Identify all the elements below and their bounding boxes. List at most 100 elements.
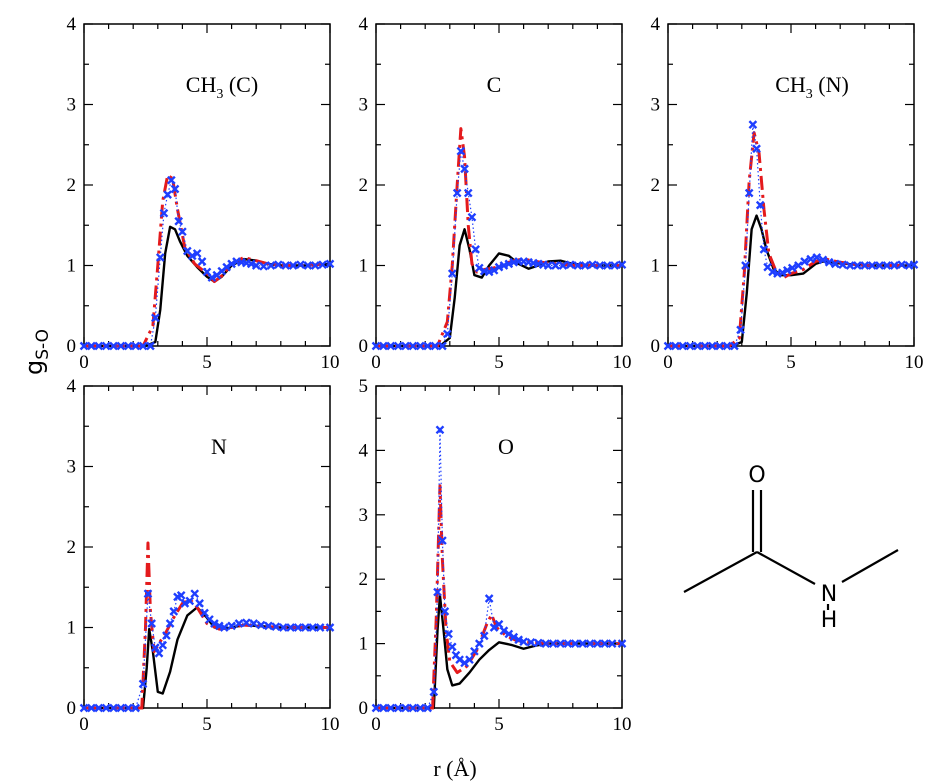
data-marker [158, 640, 168, 650]
data-marker [138, 679, 148, 689]
data-marker [471, 245, 480, 254]
panel-4: 0 5 10 0 1 2 3 4 N [67, 376, 340, 735]
data-marker [519, 637, 528, 647]
data-marker [693, 341, 702, 351]
data-marker [315, 623, 325, 632]
series-line-2 [668, 131, 914, 348]
data-marker [794, 261, 803, 270]
data-marker [433, 587, 442, 597]
data-marker [273, 260, 283, 270]
data-marker [460, 164, 469, 174]
data-marker [541, 639, 551, 648]
data-marker [185, 596, 195, 606]
data-marker [479, 631, 489, 641]
data-marker [860, 261, 870, 270]
data-marker [489, 623, 499, 632]
data-marker [146, 341, 155, 351]
x-tick-label: 5 [494, 352, 504, 373]
panel-title-subscript: 3 [806, 87, 813, 102]
y-tick-label: 1 [67, 618, 77, 639]
data-marker [174, 216, 184, 226]
data-marker [463, 188, 473, 198]
x-tick-label: 10 [321, 714, 340, 735]
data-marker [504, 629, 514, 639]
series-line-2 [376, 484, 622, 710]
y-axis-label: gS-O [20, 329, 53, 375]
data-marker [685, 341, 695, 351]
data-marker [438, 341, 447, 351]
data-marker [176, 590, 186, 600]
x-tick-label: 10 [613, 714, 632, 735]
data-marker [256, 620, 266, 630]
data-marker [281, 261, 291, 270]
data-marker [169, 607, 179, 616]
data-marker [578, 639, 587, 648]
y-tick-label: 3 [359, 505, 369, 526]
data-marker [489, 265, 499, 275]
data-marker [456, 146, 466, 156]
data-marker [325, 623, 335, 632]
data-marker [138, 341, 148, 351]
data-marker [678, 341, 688, 351]
data-marker [889, 261, 899, 270]
y-tick-label: 3 [67, 457, 77, 478]
data-marker [249, 619, 259, 628]
data-marker [150, 313, 160, 323]
data-marker [787, 263, 797, 273]
data-marker [565, 260, 575, 270]
panel-title-subscript: 3 [216, 87, 223, 102]
data-marker [438, 536, 447, 545]
data-marker [484, 594, 494, 603]
data-marker [830, 259, 840, 269]
data-marker [154, 648, 164, 658]
data-marker [197, 257, 207, 266]
y-tick-label: 2 [359, 175, 369, 196]
atom-nitrogen: N [821, 582, 837, 607]
data-marker [778, 268, 787, 278]
x-tick-label: 10 [905, 352, 924, 373]
data-marker [227, 259, 236, 269]
data-marker [715, 341, 725, 351]
data-marker [178, 227, 187, 237]
data-marker [812, 253, 822, 262]
y-tick-label: 0 [651, 336, 661, 357]
x-tick-label: 5 [494, 714, 504, 735]
x-tick-label: 0 [371, 714, 381, 735]
data-marker [845, 261, 855, 270]
data-marker [440, 607, 450, 616]
data-marker [293, 623, 303, 632]
x-axis-label: r (Å) [433, 756, 476, 781]
data-marker [663, 341, 673, 351]
data-marker [455, 655, 464, 665]
data-marker [853, 261, 862, 270]
data-marker [109, 341, 118, 351]
data-marker [435, 425, 445, 435]
data-marker [318, 260, 327, 270]
data-marker [447, 269, 457, 278]
data-marker [101, 703, 111, 713]
y-tick-label: 4 [359, 440, 369, 461]
data-marker [741, 261, 750, 270]
data-marker [210, 619, 219, 628]
x-tick-label: 10 [321, 352, 340, 373]
data-marker [782, 265, 792, 275]
data-marker [755, 200, 765, 210]
data-marker [87, 341, 96, 351]
atom-hydrogen: H [821, 608, 838, 633]
x-tick-label: 5 [202, 352, 212, 373]
y-tick-label: 4 [67, 14, 77, 35]
bond-methyl-carbonyl [683, 551, 758, 593]
panel-title-main: N [211, 434, 227, 459]
x-tick-label: 5 [202, 714, 212, 735]
data-marker [588, 260, 597, 270]
data-marker [509, 632, 519, 642]
series-line-1 [376, 594, 622, 710]
data-marker [379, 341, 388, 351]
data-marker [379, 703, 388, 713]
data-marker [736, 325, 745, 335]
data-marker [79, 341, 89, 351]
panel-title-rest: (N) [813, 72, 849, 97]
data-marker [116, 341, 126, 351]
series-line-3 [376, 429, 622, 709]
